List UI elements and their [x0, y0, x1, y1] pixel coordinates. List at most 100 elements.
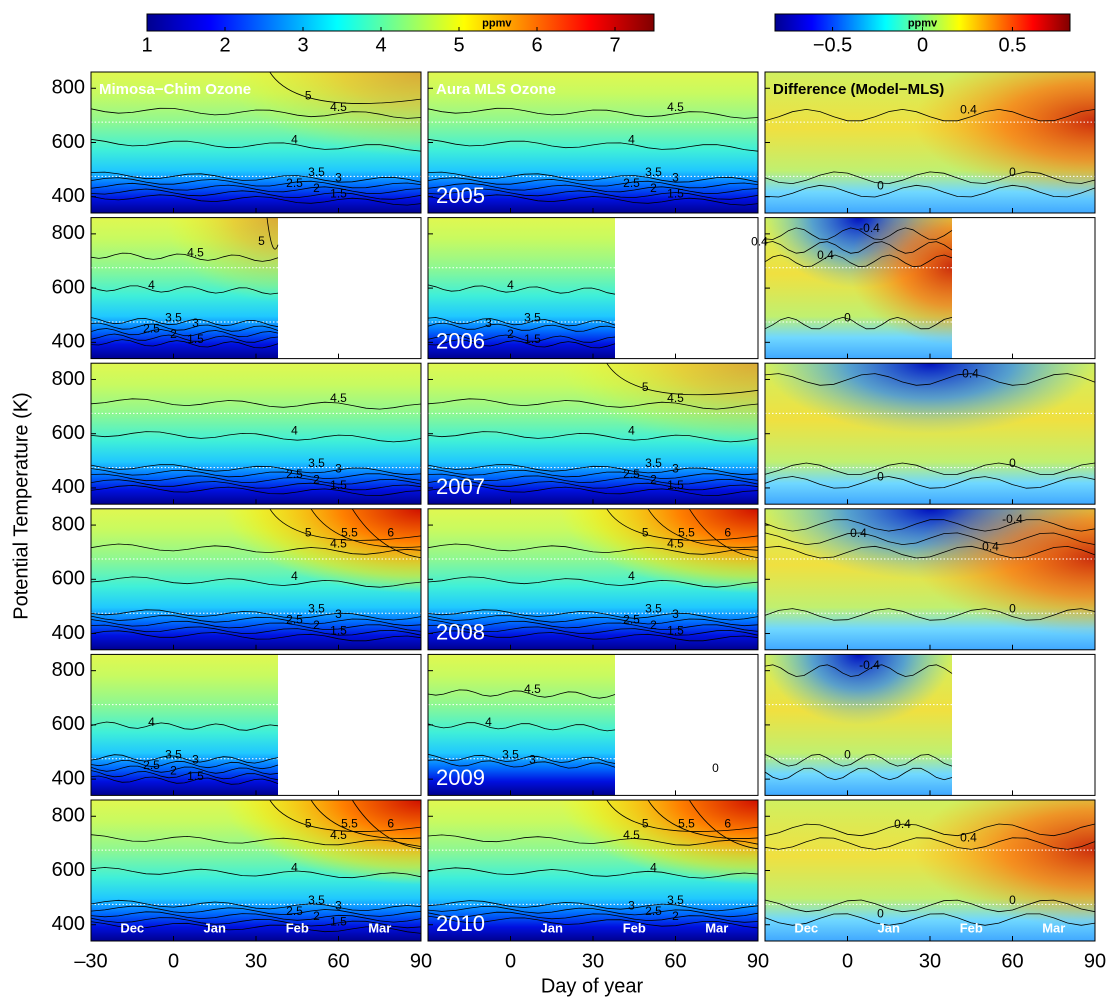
contour-line — [90, 754, 279, 764]
contour-label: 2 — [650, 472, 657, 486]
panel-field-high — [428, 508, 758, 650]
contour-line — [764, 545, 1096, 559]
contour-line — [90, 431, 422, 443]
contour-line — [688, 799, 759, 850]
contour-line — [90, 615, 422, 627]
contour-label: 2 — [650, 181, 657, 195]
contour-line — [90, 138, 422, 152]
contour-line — [764, 767, 953, 781]
contour-line — [310, 799, 422, 839]
contour-label: 3 — [335, 898, 342, 912]
contour-label: 2.5 — [143, 321, 160, 335]
month-label: Jan — [541, 920, 563, 935]
contour-line — [764, 519, 1096, 532]
contour-label: 1.5 — [330, 915, 347, 929]
contour-label: 5 — [305, 525, 312, 539]
contour-label: 4.5 — [667, 100, 684, 114]
panel: 1.5 2 3 3.5 4 2006 — [427, 217, 759, 360]
contour-label: 3 — [192, 316, 199, 330]
contour-label: 2.5 — [623, 613, 640, 627]
contour-line — [764, 171, 1096, 185]
contour-line — [90, 609, 422, 621]
contour-line — [427, 107, 759, 119]
contour-line — [427, 177, 759, 189]
contour-line — [647, 799, 759, 839]
contour-label: -0.4 — [1002, 512, 1023, 526]
contour-line — [427, 915, 759, 929]
contour-label: 4 — [148, 715, 155, 729]
contour-line — [764, 753, 953, 767]
y-tick-label: 600 — [52, 422, 85, 444]
contour-line — [90, 464, 422, 476]
panel-field-high — [91, 217, 278, 359]
year-label: 2005 — [436, 183, 485, 208]
panel: -0.4 0 0 — [712, 653, 1096, 796]
y-tick-label: 800 — [52, 368, 85, 390]
contour-label: 2.5 — [286, 613, 303, 627]
contour-line — [90, 339, 279, 349]
panel: 3 3.5 4 4.5 2009 — [427, 653, 759, 796]
contour-line — [90, 630, 422, 642]
year-label: 2007 — [436, 474, 485, 499]
contour-line — [427, 473, 759, 485]
y-tick-label: 600 — [52, 713, 85, 735]
month-label: Feb — [623, 920, 646, 935]
contour-line — [764, 476, 1096, 489]
contour-label: 4.5 — [187, 245, 204, 259]
contour-label: 2.5 — [645, 904, 662, 918]
contour-label: 3.5 — [308, 165, 325, 179]
x-tick-label: 60 — [664, 950, 686, 972]
y-tick-label: 600 — [52, 859, 85, 881]
contour-line — [90, 624, 422, 636]
x-tick-label: 90 — [747, 950, 769, 972]
contour-label: 0 — [877, 178, 884, 192]
contour-line — [90, 721, 279, 731]
x-tick-label: –30 — [74, 950, 107, 972]
panel-field-low — [765, 654, 952, 796]
y-axis-label: Potential Temperature (K) — [10, 392, 32, 620]
contour-label: 2 — [313, 472, 320, 486]
colorbar-tick-label: 5 — [453, 34, 464, 56]
contour-label: 3.5 — [645, 165, 662, 179]
contour-label: 2 — [170, 327, 177, 341]
panel: 1.522.5 33.544.55 5.5 6–30 0 30 60 90400600800D… — [52, 799, 432, 972]
contour-label: 5.5 — [341, 817, 358, 831]
colorbar-tick-label: 2 — [219, 34, 230, 56]
month-label: Mar — [1042, 920, 1065, 935]
contour-label: 4.5 — [623, 828, 640, 842]
panel-field-high — [765, 72, 1095, 213]
contour-label: 1.5 — [667, 478, 684, 492]
contour-line — [90, 899, 422, 912]
contour-label: 2.5 — [623, 176, 640, 190]
contour-line — [427, 722, 616, 732]
contour-label: 0 — [844, 311, 851, 325]
contour-label: 2 — [170, 764, 177, 778]
contour-line — [606, 799, 759, 832]
x-tick-label: 30 — [245, 950, 267, 972]
contour-label: 2 — [507, 327, 514, 341]
contour-label: 0 — [1009, 602, 1016, 616]
contour-label: 4 — [628, 132, 635, 146]
contour-label: 0 — [1009, 456, 1016, 470]
contour-label: 2 — [313, 181, 320, 195]
contour-line — [427, 333, 616, 343]
contour-line — [427, 171, 759, 183]
contour-label: -0.4 — [958, 367, 979, 381]
contour-label: 3 — [192, 753, 199, 767]
contour-line — [90, 171, 422, 183]
contour-label: 4.5 — [330, 391, 347, 405]
y-tick-label: 400 — [52, 476, 85, 498]
contour-line — [310, 508, 422, 548]
y-tick-label: 800 — [52, 513, 85, 535]
contour-line — [90, 905, 422, 917]
contour-line — [351, 508, 422, 559]
contour-line — [90, 468, 422, 481]
contour-label: 4 — [650, 860, 657, 874]
month-label: Feb — [960, 920, 983, 935]
contour-line — [427, 619, 759, 632]
contour-label: 2 — [650, 618, 657, 632]
